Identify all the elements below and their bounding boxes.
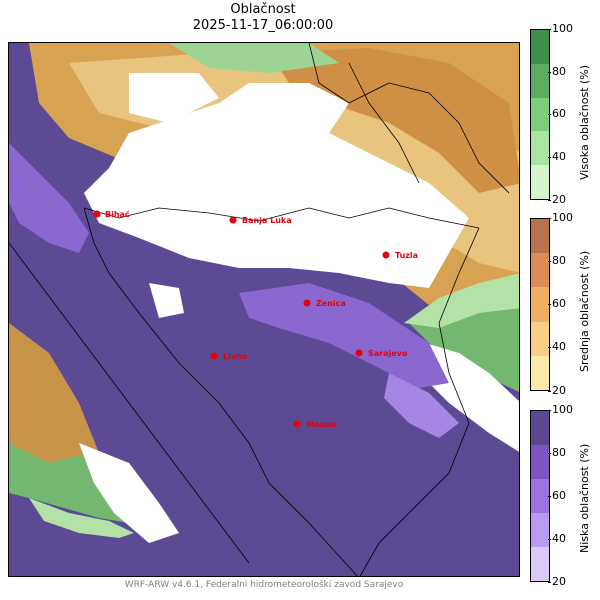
map-title: Oblačnost 2025-11-17_06:00:00 xyxy=(0,2,526,34)
colorbar-segment xyxy=(531,547,549,581)
colorbar-tick: 80 xyxy=(548,446,566,459)
colorbar-tick: 40 xyxy=(548,340,566,353)
colorbar-high-clouds xyxy=(530,29,550,200)
clear-sky-nw xyxy=(129,73,219,123)
colorbar-tick: 100 xyxy=(548,403,573,416)
city-label: Zenica xyxy=(316,299,346,308)
high-cloud-sw-light xyxy=(29,498,134,538)
clear-sky-sw xyxy=(79,443,179,543)
colorbar-segment xyxy=(531,97,549,132)
city-label: Tuzla xyxy=(395,251,418,260)
colorbar-tick: 80 xyxy=(548,65,566,78)
clear-sky-north xyxy=(84,83,469,288)
colorbar-segment xyxy=(531,165,549,199)
colorbar-mid-clouds xyxy=(530,218,550,391)
city-mostar: Mostar xyxy=(293,420,337,429)
low-cloud-light-band xyxy=(9,143,89,253)
mid-cloud-north-dark xyxy=(269,48,519,193)
city-sarajevo: Sarajevo xyxy=(355,349,408,358)
colorbar-tick: 40 xyxy=(548,532,566,545)
city-marker xyxy=(93,210,101,218)
city-marker xyxy=(355,349,363,357)
colorbar-segment xyxy=(531,253,549,288)
city-marker xyxy=(293,420,301,428)
colorbar-tick: 100 xyxy=(548,211,573,224)
city-label: Bihać xyxy=(105,209,130,219)
colorbar-tick: 100 xyxy=(548,22,573,35)
low-cloud-light-band-3 xyxy=(384,373,459,438)
colorbar-segment xyxy=(531,219,549,254)
colorbar-tick: 80 xyxy=(548,254,566,267)
low-cloud-light-band-2 xyxy=(239,283,449,388)
city-label: Banja Luka xyxy=(242,216,292,225)
colorbar-segment xyxy=(531,411,549,445)
colorbar-segment xyxy=(531,513,549,547)
city-livno: Livno xyxy=(210,352,248,361)
city-marker xyxy=(229,216,237,224)
clear-sky-pocket-2 xyxy=(149,283,184,318)
city-label: Mostar xyxy=(306,420,337,429)
high-cloud-east-light xyxy=(404,273,519,328)
colorbar-tick: 20 xyxy=(548,575,566,588)
colorbar-tick: 60 xyxy=(548,297,566,310)
map-canvas: Bihać Banja Luka Tuzla Zenica Sarajevo L… xyxy=(9,43,519,576)
colorbar-tick: 40 xyxy=(548,150,566,163)
colorbar-segment xyxy=(531,445,549,479)
colorbar-tick: 20 xyxy=(548,384,566,397)
colorbar-segment xyxy=(531,355,549,390)
city-marker xyxy=(382,251,390,259)
mid-cloud-west xyxy=(9,323,99,493)
city-label: Sarajevo xyxy=(368,349,408,358)
colorbar-low-clouds xyxy=(530,410,550,582)
title-line-2: 2025-11-17_06:00:00 xyxy=(192,18,334,33)
country-borders xyxy=(9,43,510,576)
colorbar-segment xyxy=(531,321,549,356)
colorbar-label-low: Niska oblačnost (%) xyxy=(578,443,591,553)
colorbar-label-mid: Srednja oblačnost (%) xyxy=(578,250,591,372)
city-banja-luka: Banja Luka xyxy=(229,216,292,225)
colorbar-tick: 60 xyxy=(548,489,566,502)
colorbar-segment xyxy=(531,30,549,64)
colorbar-segment xyxy=(531,287,549,322)
city-marker xyxy=(303,299,311,307)
city-tuzla: Tuzla xyxy=(382,251,418,260)
colorbar-segment xyxy=(531,131,549,166)
cloud-cover-map: Bihać Banja Luka Tuzla Zenica Sarajevo L… xyxy=(8,42,520,577)
model-credit: WRF-ARW v4.6.1, Federalni hidrometeorolo… xyxy=(124,580,404,590)
colorbar-tick: 60 xyxy=(548,107,566,120)
city-marker xyxy=(210,352,218,360)
city-zenica: Zenica xyxy=(303,299,346,308)
high-cloud-north xyxy=(169,43,339,73)
title-line-1: Oblačnost xyxy=(230,2,296,17)
city-label: Livno xyxy=(223,352,248,361)
colorbar-segment xyxy=(531,479,549,513)
colorbar-tick: 20 xyxy=(548,193,566,206)
colorbar-segment xyxy=(531,63,549,98)
city-bihac: Bihać xyxy=(93,209,130,219)
colorbar-label-high: Visoka oblačnost (%) xyxy=(578,64,591,180)
